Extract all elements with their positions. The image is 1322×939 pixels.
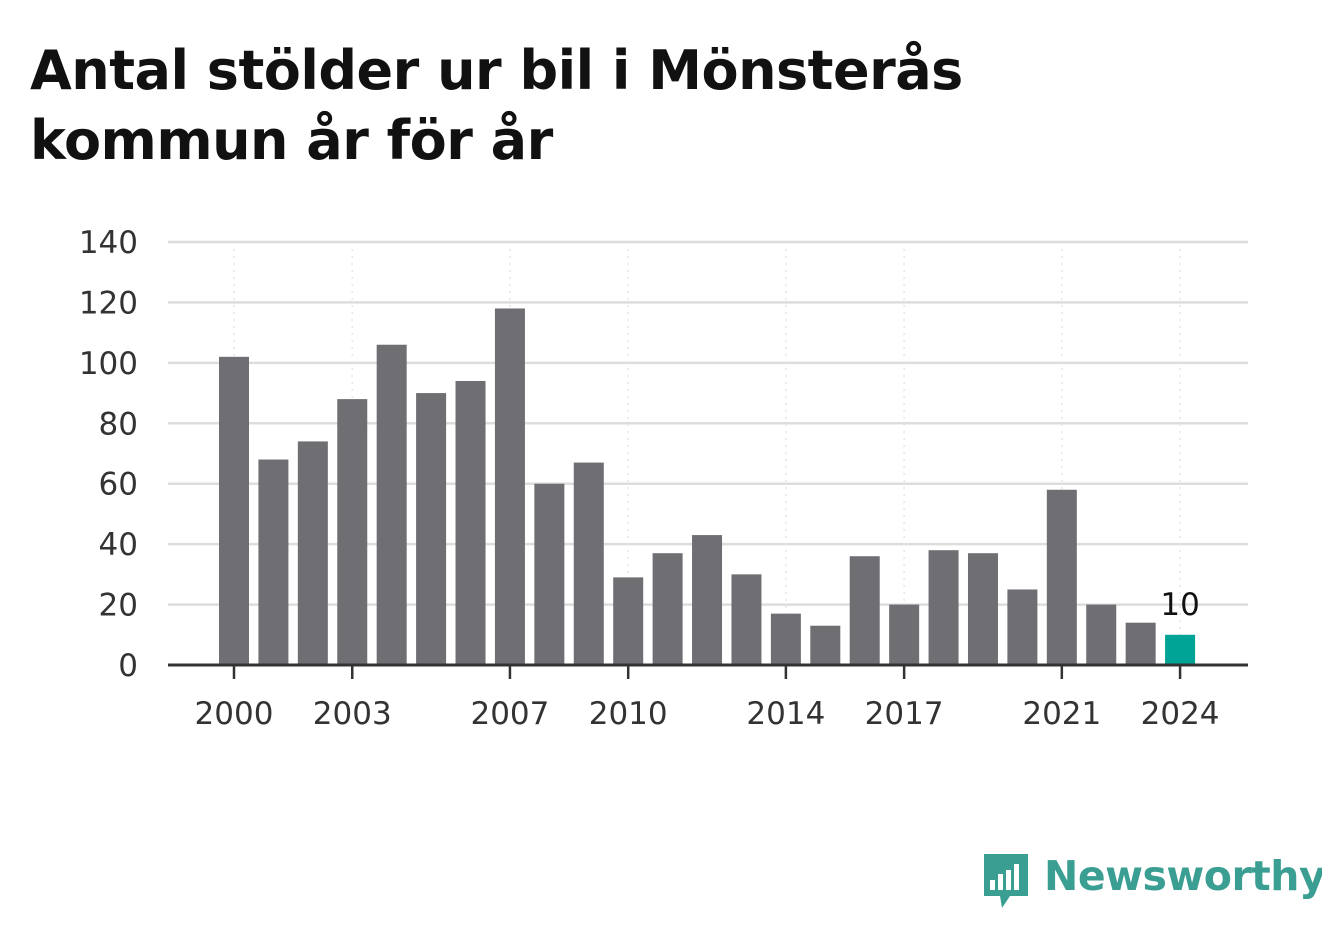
x-tick-label: 2021 (1022, 696, 1101, 732)
bar (810, 625, 841, 665)
bar (1046, 489, 1077, 665)
bar (652, 553, 683, 665)
bar (849, 556, 880, 665)
bar (692, 535, 723, 665)
y-tick-label: 40 (99, 527, 138, 563)
brand-name: Newsworthy (1044, 852, 1322, 900)
y-tick-label: 80 (99, 406, 138, 442)
bar (258, 459, 289, 665)
bar (731, 574, 762, 665)
y-tick-label: 120 (79, 285, 138, 321)
bar (1007, 589, 1038, 665)
data-labels: 10 (1160, 587, 1199, 623)
x-tick-label: 2007 (470, 696, 549, 732)
y-tick-label: 0 (118, 648, 138, 684)
data-label-highlight: 10 (1160, 587, 1199, 623)
bar (337, 399, 368, 665)
x-tick-label: 2003 (313, 696, 392, 732)
bar (416, 393, 447, 665)
chart-title: Antal stölder ur bil i Mönsterås kommun … (30, 39, 963, 172)
bar (494, 308, 525, 665)
y-tick-label: 140 (79, 225, 138, 261)
x-tick-label: 2024 (1141, 696, 1220, 732)
y-tick-label: 20 (99, 588, 138, 624)
newsworthy-logo: Newsworthy (980, 850, 1322, 910)
bar-chart-speech-bubble-icon (984, 854, 1028, 908)
bar (928, 550, 959, 665)
x-tick-label: 2010 (589, 696, 668, 732)
bar (297, 441, 328, 665)
y-tick-label: 60 (99, 467, 138, 503)
bar (613, 577, 644, 665)
x-tick-label: 2017 (865, 696, 944, 732)
bar (534, 483, 565, 665)
x-axis-ticks: 2000 2003 2007 2010 2014 2017 2021 2024 (168, 663, 1248, 732)
bar (573, 462, 604, 665)
bar (219, 356, 249, 665)
bar (376, 344, 407, 665)
x-tick-label: 2000 (195, 696, 274, 732)
bar (1086, 604, 1117, 665)
y-axis-ticks: 0 20 40 60 80 100 120 140 (79, 225, 138, 684)
x-tick-label: 2014 (746, 696, 825, 732)
y-tick-label: 100 (79, 346, 138, 382)
bar (967, 553, 998, 665)
bar-highlight (1165, 634, 1196, 665)
bar (1125, 622, 1156, 665)
bar (770, 613, 801, 665)
bars (219, 308, 1196, 665)
bar (455, 380, 486, 665)
bar (889, 604, 920, 665)
